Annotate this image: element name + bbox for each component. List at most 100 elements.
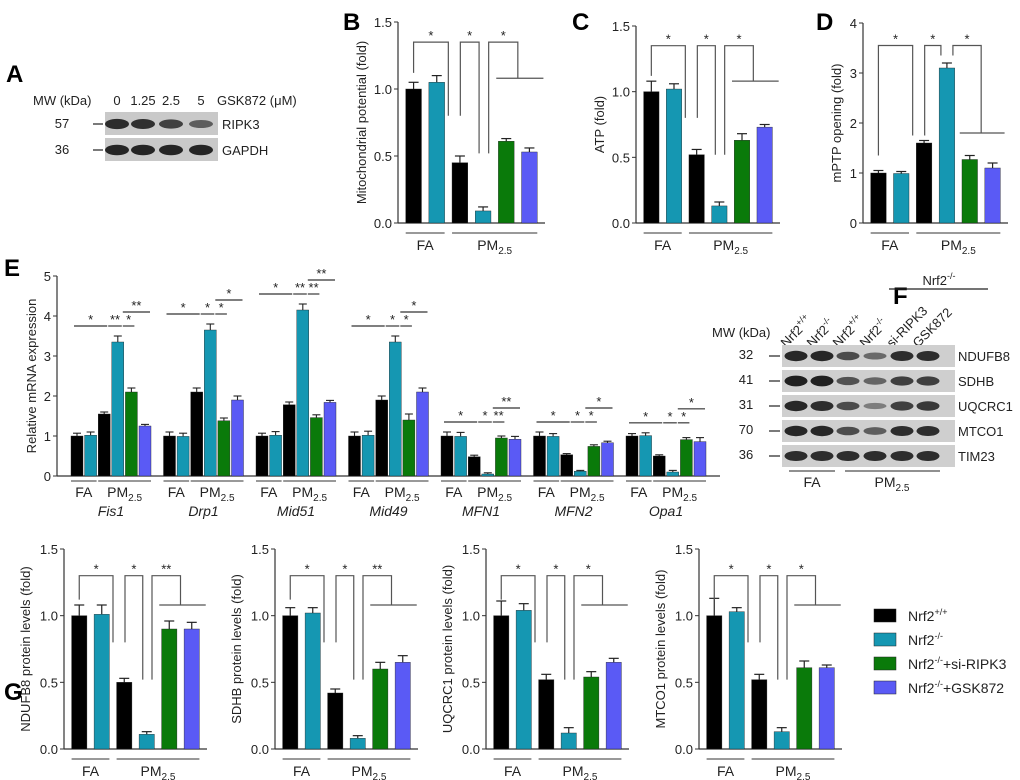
western-blot-A: MW (kDa) 0 1.25 2.5 5 GSK872 (μM) 57 RIPK3 36 GAP… (33, 93, 297, 161)
bar (176, 436, 190, 477)
bar (70, 435, 84, 477)
y-axis-label: SDHB protein levels (fold) (229, 574, 244, 724)
significance-bracket (488, 41, 519, 154)
bar (601, 442, 614, 477)
y-tick-label: 1.0 (40, 609, 58, 624)
y-tick-label: 5 (44, 269, 51, 284)
bar (533, 435, 546, 477)
bar (693, 441, 707, 477)
significance-marker: * (219, 300, 224, 315)
bar (161, 628, 178, 750)
legend-label: Nrf2+/+ (908, 607, 947, 624)
bar (639, 435, 652, 477)
bar (666, 471, 679, 477)
pm25-label: PM2.5 (713, 237, 748, 257)
significance-bracket (546, 575, 566, 680)
blot-band (863, 352, 887, 360)
pm25-label: PM2.5 (352, 763, 387, 780)
blot-band (863, 377, 887, 385)
dose-label: 5 (197, 93, 204, 108)
fa-label: FA (654, 237, 672, 253)
blot-band (784, 450, 808, 462)
bar (231, 399, 244, 477)
blot-band (131, 144, 155, 156)
blot-band (810, 350, 834, 362)
blot-band (890, 425, 914, 437)
bar (587, 446, 601, 477)
bar (938, 67, 955, 224)
bar (961, 159, 978, 224)
panel-label-A: A (6, 61, 23, 88)
legend-swatch (873, 608, 897, 623)
significance-bracket (924, 44, 942, 136)
bar (416, 391, 429, 477)
chart-G1: 0.0 0.5 1.0 1.5 NDUFB8 protein levels (fold)… (18, 542, 207, 780)
pm25-label: PM2.5 (477, 237, 512, 257)
mw-value: 36 (739, 447, 753, 462)
y-tick-label: 1.0 (675, 609, 693, 624)
significance-bracket (151, 575, 182, 680)
blot-band (836, 450, 860, 462)
mw-value: 57 (55, 116, 69, 131)
significance-marker: * (729, 562, 734, 577)
blot-strip (782, 395, 955, 417)
panel-label-F: F (893, 283, 908, 310)
blot-band (159, 144, 183, 156)
fa-label: FA (82, 763, 100, 779)
mw-header: MW (kDa) (712, 325, 771, 340)
fa-label: FA (504, 763, 522, 779)
blot-band (890, 376, 914, 386)
bar (916, 142, 933, 224)
bar (405, 88, 422, 224)
y-tick-label: 0.0 (462, 742, 480, 757)
bar (93, 614, 110, 750)
pm25-label: PM2.5 (385, 484, 420, 504)
bar (71, 615, 88, 750)
bar (893, 173, 910, 224)
fa-label: FA (803, 474, 821, 490)
bar (538, 679, 555, 750)
significance-marker: * (226, 286, 231, 301)
legend-label: Nrf2-/- (908, 631, 943, 648)
mw-value: 41 (739, 372, 753, 387)
bar (282, 615, 299, 750)
blot-band (810, 450, 834, 462)
chart-G3: 0.0 0.5 1.0 1.5 UQCRC1 protein levels (fold)… (440, 542, 629, 780)
significance-marker: * (586, 562, 591, 577)
chart-C: 0.0 0.5 1.0 1.5 ATP (fold) FA PM2.5 * * * (592, 19, 780, 257)
y-tick-label: 1.5 (251, 542, 269, 557)
fa-label: FA (417, 237, 435, 253)
blot-band (784, 400, 808, 412)
pm25-label: PM2.5 (477, 484, 512, 504)
bar (625, 435, 639, 477)
y-tick-label: 1.5 (675, 542, 693, 557)
bar (204, 329, 217, 477)
panel-label-C: C (572, 9, 589, 36)
protein-label: GAPDH (222, 143, 268, 158)
bar (711, 205, 728, 224)
significance-bracket (412, 41, 449, 116)
significance-bracket (573, 575, 604, 680)
significance-marker: * (205, 300, 210, 315)
significance-marker: * (643, 409, 648, 424)
fa-label: FA (168, 484, 186, 500)
y-axis-label: MTCO1 protein levels (fold) (653, 570, 668, 729)
significance-marker: ** (110, 312, 120, 327)
pm25-label: PM2.5 (941, 237, 976, 257)
pm25-label: PM2.5 (662, 484, 697, 504)
y-tick-label: 0.5 (374, 149, 392, 164)
significance-marker: * (551, 408, 556, 423)
bar (394, 662, 411, 750)
blot-band (784, 350, 808, 362)
panel-label-B: B (343, 9, 360, 36)
significance-marker: * (501, 28, 506, 43)
significance-bracket (759, 575, 779, 680)
bar (217, 420, 231, 477)
blot-band (863, 450, 887, 462)
bar (116, 682, 133, 750)
bar (361, 435, 375, 477)
